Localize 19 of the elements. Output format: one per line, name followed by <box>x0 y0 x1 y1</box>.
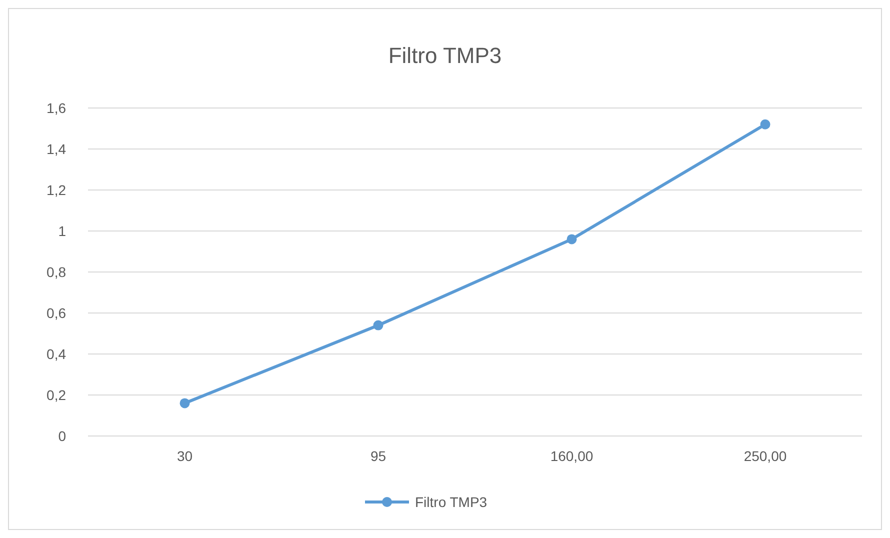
y-tick-label: 0,2 <box>46 386 66 403</box>
y-tick-label: 1,2 <box>46 182 66 198</box>
y-tick-label: 0,6 <box>46 304 66 321</box>
x-tick-label: 30 <box>176 448 193 464</box>
chart-title: Filtro TMP3 <box>388 43 502 68</box>
point <box>566 234 577 244</box>
legend-label: Filtro TMP3 <box>415 494 488 510</box>
y-tick-label: 0 <box>58 428 66 444</box>
y-tick-label: 1 <box>58 222 66 239</box>
x-tick-label: 160,00 <box>550 448 594 464</box>
x-tick-label: 95 <box>370 448 386 464</box>
y-tick-label: 0,8 <box>46 264 66 280</box>
y-tick-label: 1,4 <box>46 140 66 157</box>
point <box>180 398 190 408</box>
point <box>760 119 770 130</box>
x-tick-label: 250,00 <box>744 448 787 464</box>
y-tick-label: 1,6 <box>46 100 66 116</box>
point <box>373 320 384 330</box>
y-tick-label: 0,4 <box>46 346 66 362</box>
